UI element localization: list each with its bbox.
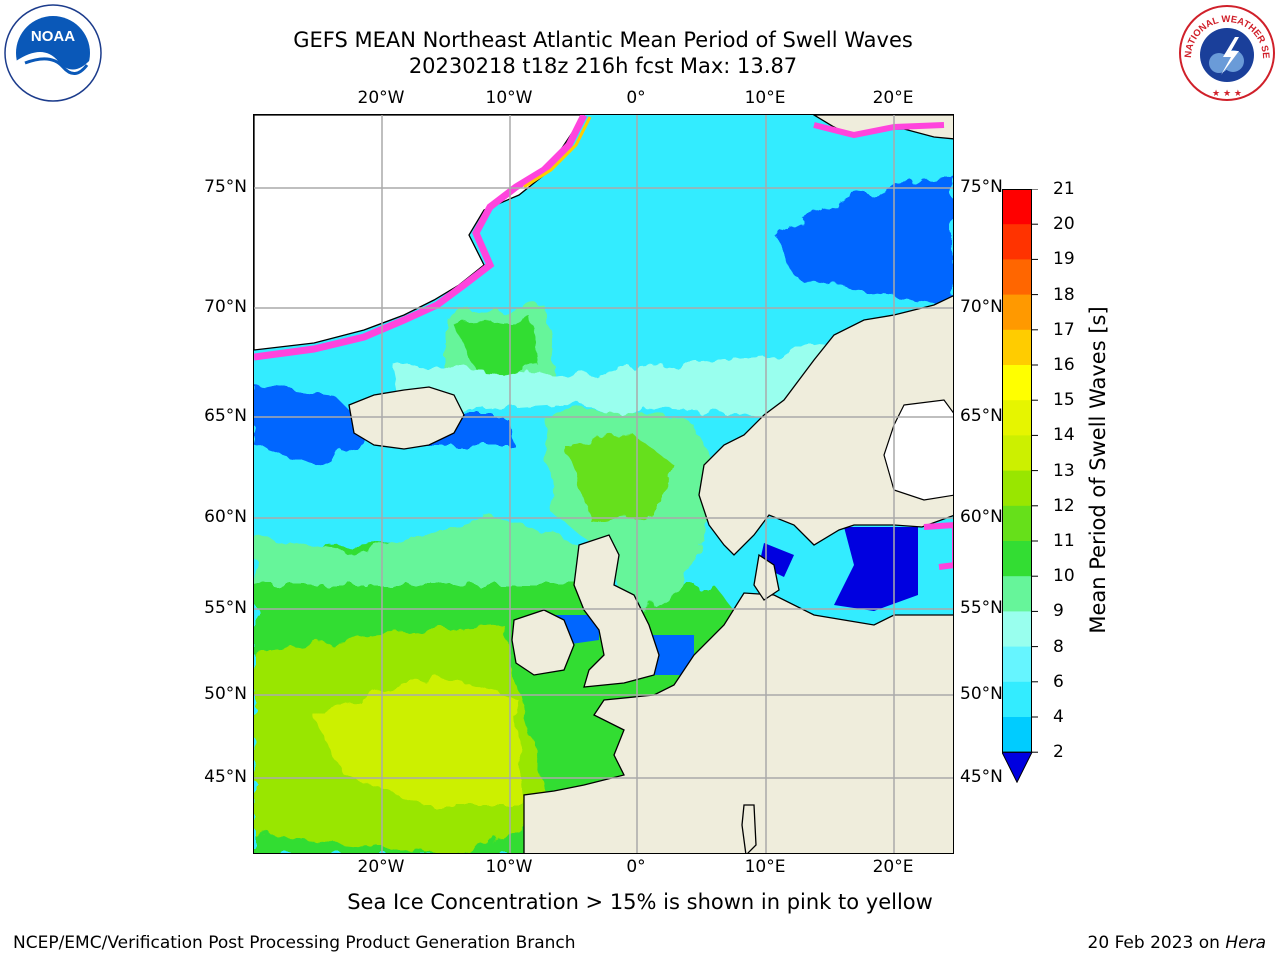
colorbar-swatch <box>1002 681 1032 718</box>
sea-ice-edge <box>254 115 588 361</box>
graticule <box>254 115 953 853</box>
colorbar-tick-label: 21 <box>1053 179 1075 199</box>
noaa-logo-text: NOAA <box>31 28 75 45</box>
left-lat-label-50n: 50°N <box>204 684 247 704</box>
swell-yellow <box>314 675 524 805</box>
land-iceland <box>348 386 465 450</box>
colorbar-tick-label: 8 <box>1053 636 1064 657</box>
top-lon-label-10e: 10°E <box>744 88 786 108</box>
colorbar-tick-label: 14 <box>1053 425 1075 446</box>
chart-title: GEFS MEAN Northeast Atlantic Mean Period… <box>293 28 913 52</box>
land-corsica-sardinia <box>741 804 757 853</box>
top-lon-label-10w: 10°W <box>485 88 533 108</box>
bottom-lon-label-10e: 10°E <box>744 857 786 877</box>
colorbar-tick-label: 20 <box>1053 214 1075 235</box>
svg-text:★ ★ ★: ★ ★ ★ <box>1212 89 1242 99</box>
right-lat-label-75n: 75°N <box>960 177 1003 197</box>
colorbar-tick-label: 18 <box>1053 284 1075 305</box>
colorbar-swatch <box>1002 259 1032 296</box>
noaa-logo: NOAA <box>3 3 103 103</box>
swell-period-map <box>253 114 954 854</box>
colorbar-tick-label: 2 <box>1053 742 1064 763</box>
swell-under-baltic <box>834 527 918 611</box>
colorbar-swatch <box>1002 717 1032 753</box>
colorbar-tick-label: 6 <box>1053 671 1064 692</box>
colorbar-tick-label: 4 <box>1053 707 1064 727</box>
colorbar-tick-label: 15 <box>1053 390 1075 411</box>
land-scandinavia <box>698 295 953 556</box>
bottom-lon-label-0: 0° <box>626 857 646 877</box>
right-lat-label-60n: 60°N <box>960 507 1003 527</box>
colorbar-swatch <box>1002 541 1032 577</box>
colorbar <box>1001 188 1048 787</box>
swell-blue-barents <box>774 175 953 305</box>
right-lat-label-70n: 70°N <box>960 297 1003 317</box>
land-continent <box>523 592 953 853</box>
colorbar-tick-label: 19 <box>1053 249 1075 270</box>
sea-ice-barents <box>813 122 945 139</box>
footer-date: 20 Feb 2023 on Hera <box>1088 933 1266 953</box>
colorbar-swatch <box>1002 189 1032 225</box>
left-lat-label-60n: 60°N <box>204 507 247 527</box>
right-lat-label-65n: 65°N <box>960 406 1003 426</box>
colorbar-swatch <box>1002 365 1032 401</box>
colorbar-swatch <box>1002 576 1032 612</box>
right-lat-label-50n: 50°N <box>960 684 1003 704</box>
bottom-lon-label-20e: 20°E <box>872 857 914 877</box>
gulf-of-bothnia <box>883 399 953 501</box>
footer-machine: Hera <box>1225 933 1266 953</box>
colorbar-swatch <box>1002 611 1032 648</box>
footer-date-text: 20 Feb 2023 on <box>1087 933 1226 953</box>
colorbar-swatch <box>1002 470 1032 507</box>
colorbar-swatch <box>1002 329 1032 366</box>
swell-lightgreen-edge <box>254 515 594 585</box>
sea-ice-caption: Sea Ice Concentration > 15% is shown in … <box>347 890 933 914</box>
top-lon-label-20w: 20°W <box>357 88 405 108</box>
left-lat-label-70n: 70°N <box>204 297 247 317</box>
colorbar-tick-label: 11 <box>1053 531 1075 551</box>
left-lat-label-65n: 65°N <box>204 406 247 426</box>
bottom-lon-label-20w: 20°W <box>357 857 405 877</box>
swell-blue-iceland-west <box>254 385 374 465</box>
colorbar-swatch <box>1002 505 1032 542</box>
colorbar-tick-label: 16 <box>1053 355 1075 375</box>
colorbar-swatch <box>1002 400 1032 436</box>
top-lon-label-20e: 20°E <box>872 88 914 108</box>
left-lat-label-55n: 55°N <box>204 598 247 618</box>
land-ireland <box>511 609 575 676</box>
colorbar-swatch <box>1002 224 1032 260</box>
swell-paleblue-band <box>394 335 874 415</box>
top-lon-label-0: 0° <box>626 88 646 108</box>
left-lat-label-75n: 75°N <box>204 177 247 197</box>
colorbar-swatch <box>1002 294 1032 331</box>
colorbar-swatch <box>1002 435 1032 472</box>
colorbar-tick-label: 10 <box>1053 566 1075 587</box>
right-lat-label-45n: 45°N <box>960 767 1003 787</box>
right-lat-label-55n: 55°N <box>960 598 1003 618</box>
nws-logo: NATIONAL WEATHER SERVICE ★ ★ ★ <box>1174 0 1277 103</box>
left-lat-label-45n: 45°N <box>204 767 247 787</box>
sea-ice-edge-yellow <box>523 116 592 189</box>
colorbar-tick-label: 17 <box>1053 319 1075 340</box>
colorbar-under-arrow <box>1001 751 1033 784</box>
colorbar-tick-label: 9 <box>1053 601 1064 622</box>
bottom-lon-label-10w: 10°W <box>485 857 533 877</box>
colorbar-title: Mean Period of Swell Waves [s] <box>1086 306 1110 634</box>
colorbar-tick-label: 13 <box>1053 460 1075 481</box>
colorbar-swatch <box>1002 646 1032 683</box>
footer-credit: NCEP/EMC/Verification Post Processing Pr… <box>13 933 576 953</box>
sea-ice-baltic <box>923 522 953 570</box>
swell-green-core <box>564 435 674 525</box>
swell-green-jan-mayen-core <box>454 320 539 385</box>
colorbar-outline <box>1002 189 1032 753</box>
colorbar-tick-label: 12 <box>1053 495 1075 516</box>
chart-subtitle: 20230218 t18z 216h fcst Max: 13.87 <box>408 54 798 78</box>
